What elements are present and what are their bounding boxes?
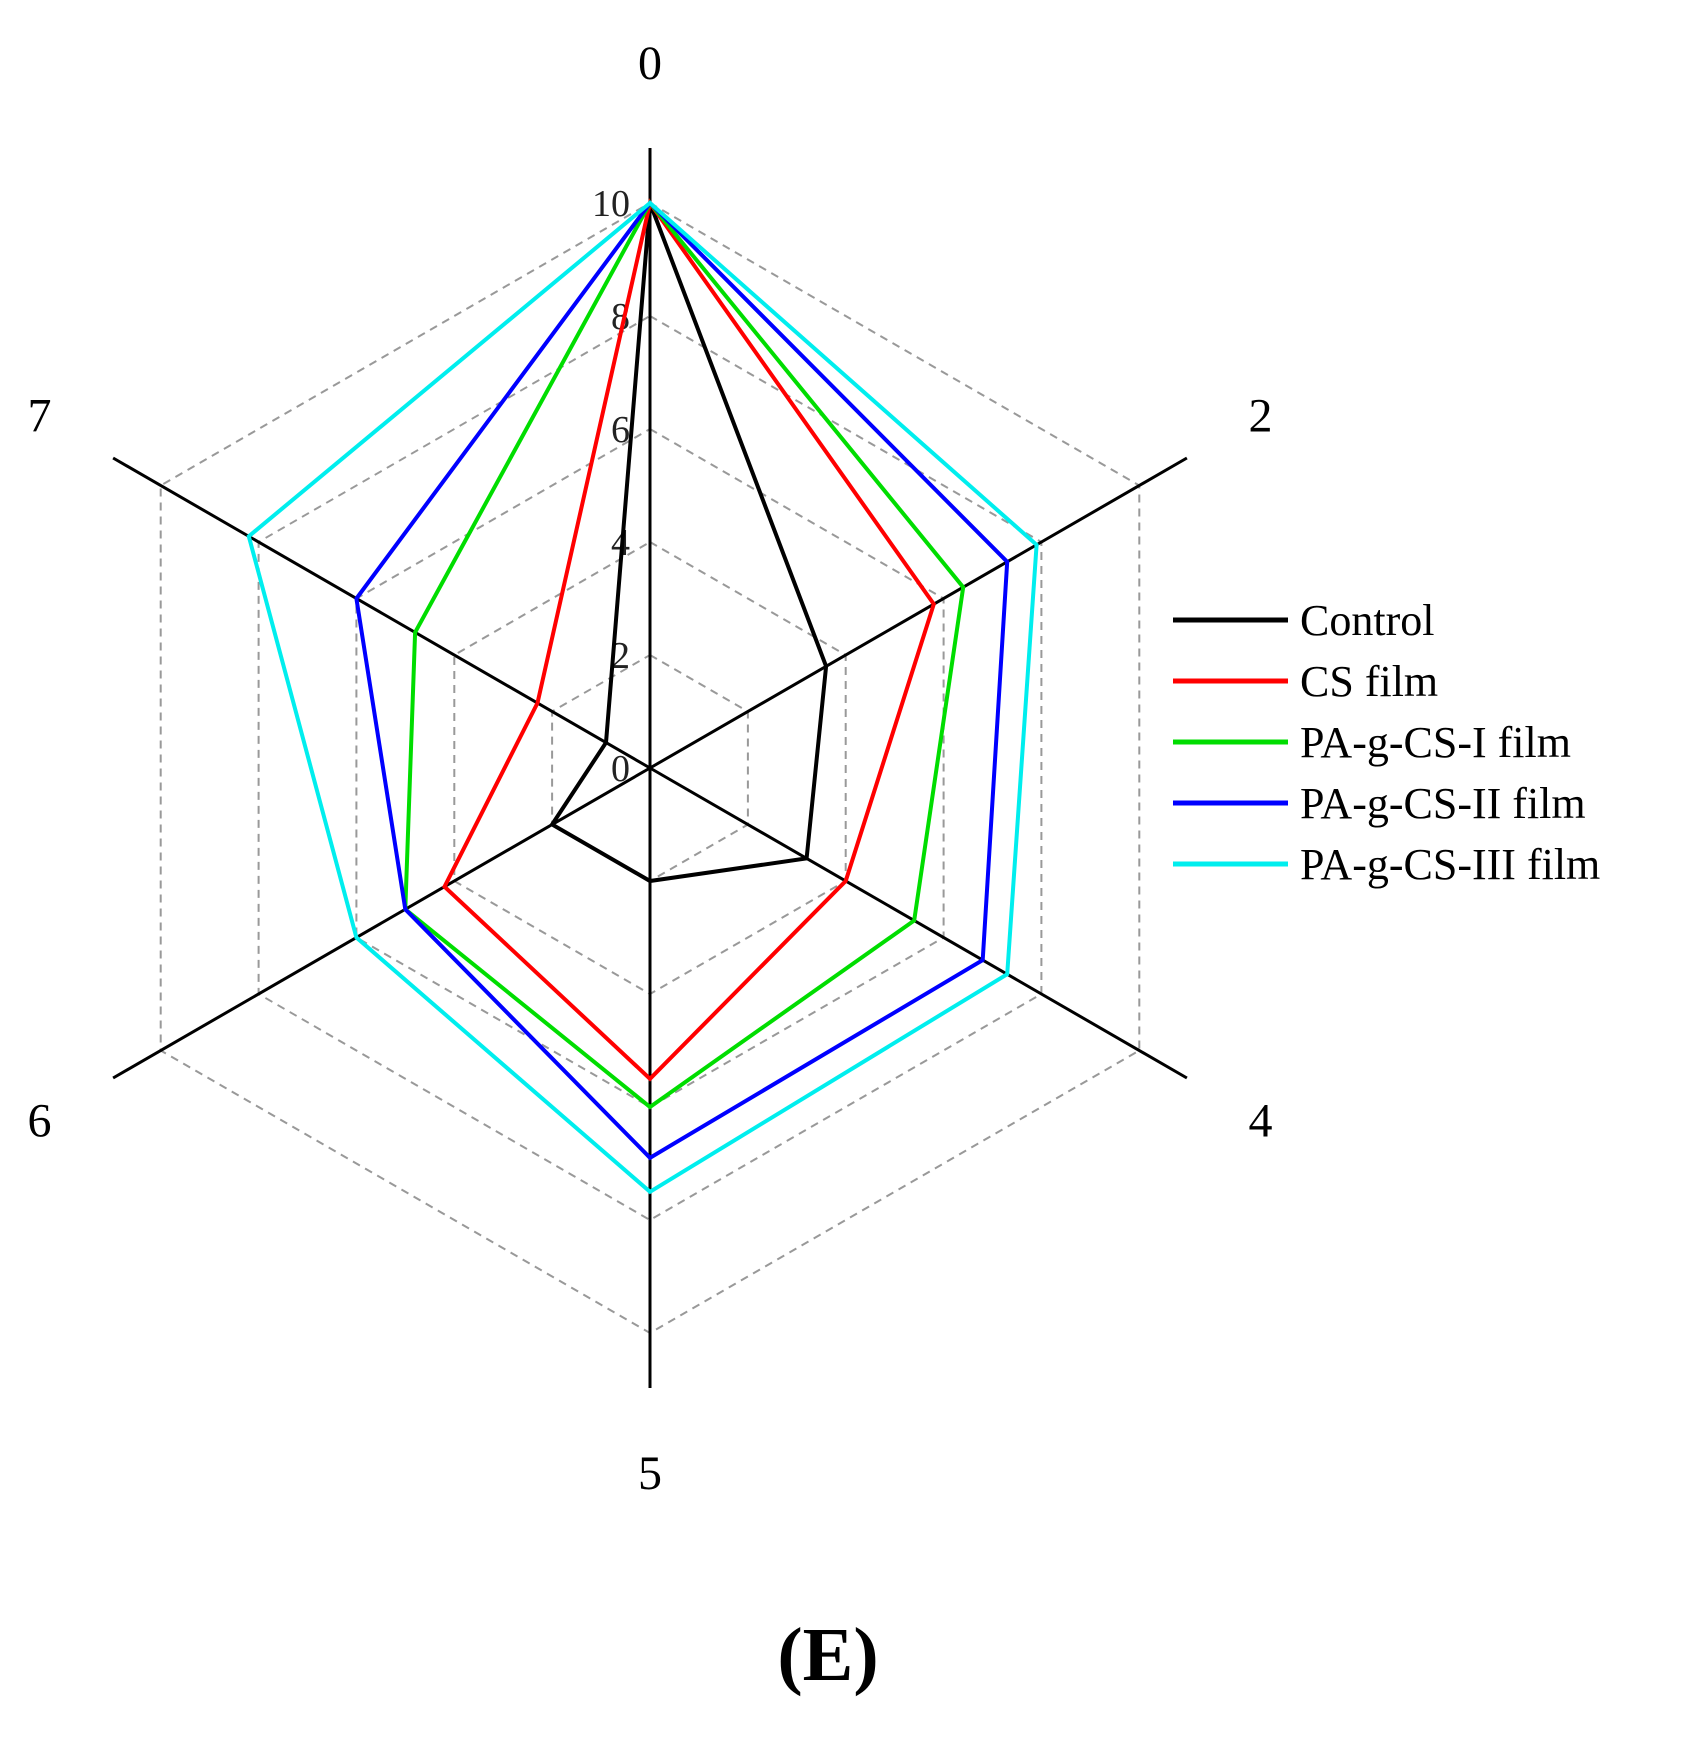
axis-label: 6 xyxy=(28,1095,52,1148)
legend-label: Control xyxy=(1300,596,1434,645)
axis-label: 4 xyxy=(1249,1095,1273,1148)
axis-line xyxy=(649,766,1188,1080)
radial-tick-label: 6 xyxy=(611,409,630,451)
legend-label: PA-g-CS-II film xyxy=(1300,779,1586,828)
series-line xyxy=(403,199,966,1110)
axis-line xyxy=(112,766,651,1080)
axis-label: 7 xyxy=(28,390,52,443)
axis-line xyxy=(649,456,1188,770)
radar-axes xyxy=(112,148,1188,1388)
series-line xyxy=(442,198,937,1082)
axis-labels: 0 2 4 5 6 7 xyxy=(28,37,1273,1500)
axis-label: 0 xyxy=(638,37,662,90)
legend-label: PA-g-CS-I film xyxy=(1300,718,1571,767)
radar-series xyxy=(246,198,1039,1195)
series-line xyxy=(246,200,1039,1195)
axis-label: 2 xyxy=(1249,390,1273,443)
panel-label: (E) xyxy=(777,1613,878,1697)
legend-label: CS film xyxy=(1300,657,1438,706)
series-line xyxy=(354,199,1010,1161)
axis-label: 5 xyxy=(638,1447,662,1500)
legend-label: PA-g-CS-III film xyxy=(1300,840,1600,889)
radial-tick-label: 10 xyxy=(592,183,630,225)
legend: Control CS film PA-g-CS-I film PA-g-CS-II f… xyxy=(1173,596,1600,889)
series-line xyxy=(549,202,829,884)
axis-line xyxy=(112,456,651,770)
radial-tick-label: 0 xyxy=(611,748,630,790)
